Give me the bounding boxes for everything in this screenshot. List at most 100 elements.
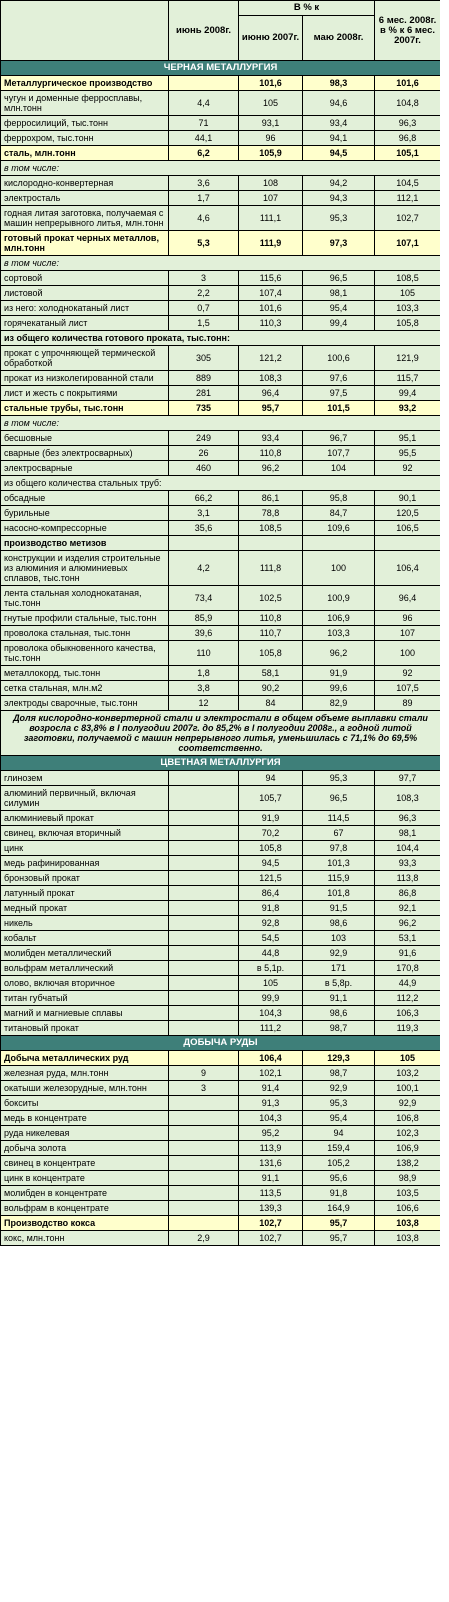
value-vs-may-2008: 91,5 (302, 900, 375, 916)
value-vs-june-2007: 99,9 (238, 990, 303, 1006)
value-6-months: 97,7 (374, 770, 440, 786)
row-label: титановый прокат (0, 1020, 169, 1036)
subheading-label: из общего количества готового проката, т… (0, 330, 440, 346)
header-may-2008: маю 2008г. (302, 15, 375, 61)
value-vs-may-2008: 171 (302, 960, 375, 976)
table-row: цинк в концентрате 91,1 95,6 98,9 (0, 1170, 440, 1186)
value-vs-june-2007: 93,4 (238, 430, 303, 446)
value-vs-may-2008: 82,9 (302, 695, 375, 711)
row-label: металлокорд, тыс.тонн (0, 665, 169, 681)
value-june-2008 (168, 1140, 239, 1156)
row-label: медный прокат (0, 900, 169, 916)
row-label: бесшовные (0, 430, 169, 446)
section-header: ЧЕРНАЯ МЕТАЛЛУРГИЯ (0, 60, 440, 76)
value-vs-may-2008: 98,6 (302, 1005, 375, 1021)
value-6-months: 86,8 (374, 885, 440, 901)
value-6-months: 108,3 (374, 785, 440, 811)
value-vs-june-2007: 95,7 (238, 400, 303, 416)
value-vs-june-2007: 91,1 (238, 1170, 303, 1186)
value-vs-june-2007: 91,9 (238, 810, 303, 826)
table-row: никель 92,8 98,6 96,2 (0, 915, 440, 931)
value-vs-june-2007: 115,6 (238, 270, 303, 286)
value-vs-june-2007: 90,2 (238, 680, 303, 696)
row-label: кобальт (0, 930, 169, 946)
table-row: феррохром, тыс.тонн 44,1 96 94,1 96,8 (0, 130, 440, 146)
value-june-2008 (168, 1110, 239, 1126)
value-6-months: 103,5 (374, 1185, 440, 1201)
value-vs-june-2007: 111,2 (238, 1020, 303, 1036)
value-vs-may-2008: 98,7 (302, 1020, 375, 1036)
row-label: стальные трубы, тыс.тонн (0, 400, 169, 416)
value-june-2008 (168, 915, 239, 931)
value-vs-june-2007: 108,3 (238, 370, 303, 386)
value-vs-may-2008: 94,2 (302, 175, 375, 191)
table-row: сетка стальная, млн.м2 3,8 90,2 99,6 107,5 (0, 680, 440, 696)
value-vs-june-2007 (238, 535, 303, 551)
row-label: сортовой (0, 270, 169, 286)
value-vs-june-2007: 111,8 (238, 550, 303, 586)
value-6-months: 105,1 (374, 145, 440, 161)
row-label: бокситы (0, 1095, 169, 1111)
value-vs-may-2008: 97,6 (302, 370, 375, 386)
value-vs-may-2008: 107,7 (302, 445, 375, 461)
table-row: Производство кокса 102,7 95,7 103,8 (0, 1215, 440, 1231)
value-vs-may-2008: 95,6 (302, 1170, 375, 1186)
row-label: латунный прокат (0, 885, 169, 901)
value-vs-may-2008: 98,1 (302, 285, 375, 301)
table-row: железная руда, млн.тонн 9 102,1 98,7 103,2 (0, 1065, 440, 1081)
subheading-label: из общего количества стальных труб: (0, 475, 440, 491)
value-6-months: 53,1 (374, 930, 440, 946)
row-label: вольфрам в концентрате (0, 1200, 169, 1216)
value-june-2008 (168, 870, 239, 886)
value-6-months: 106,5 (374, 520, 440, 536)
header-june-2007: июню 2007г. (238, 15, 303, 61)
value-vs-june-2007: 101,6 (238, 300, 303, 316)
table-row: электроды сварочные, тыс.тонн 12 84 82,9 89 (0, 695, 440, 711)
value-vs-june-2007: 110,3 (238, 315, 303, 331)
subheading-row: из общего количества готового проката, т… (0, 330, 440, 346)
value-vs-may-2008: 97,5 (302, 385, 375, 401)
value-june-2008 (168, 75, 239, 91)
value-vs-june-2007: 93,1 (238, 115, 303, 131)
value-june-2008: 1,7 (168, 190, 239, 206)
table-row: цинк 105,8 97,8 104,4 (0, 840, 440, 856)
value-june-2008: 281 (168, 385, 239, 401)
table-row: листовой 2,2 107,4 98,1 105 (0, 285, 440, 301)
table-row: сварные (без электросварных) 26 110,8 107,7… (0, 445, 440, 461)
value-vs-may-2008: 164,9 (302, 1200, 375, 1216)
value-vs-june-2007: 58,1 (238, 665, 303, 681)
row-label: алюминиевый прокат (0, 810, 169, 826)
value-vs-may-2008: 98,6 (302, 915, 375, 931)
value-june-2008 (168, 785, 239, 811)
table-row: ферросилиций, тыс.тонн 71 93,1 93,4 96,3 (0, 115, 440, 131)
table-row: чугун и доменные ферросплавы, млн.тонн 4,… (0, 90, 440, 116)
value-june-2008 (168, 945, 239, 961)
table-row: бронзовый прокат 121,5 115,9 113,8 (0, 870, 440, 886)
value-6-months: 89 (374, 695, 440, 711)
value-vs-june-2007: 101,6 (238, 75, 303, 91)
table-row: проволока стальная, тыс.тонн 39,6 110,7 103… (0, 625, 440, 641)
note-text: Доля кислородно-конвертерной стали и эле… (0, 710, 440, 756)
value-6-months: 99,4 (374, 385, 440, 401)
table-row: латунный прокат 86,4 101,8 86,8 (0, 885, 440, 901)
value-vs-june-2007: 107 (238, 190, 303, 206)
row-label: прокат с упрочняющей термической обработ… (0, 345, 169, 371)
including-label: в том числе: (0, 255, 440, 271)
value-june-2008: 3,6 (168, 175, 239, 191)
value-6-months: 106,9 (374, 1140, 440, 1156)
value-june-2008: 3,1 (168, 505, 239, 521)
value-vs-june-2007: в 5,1р. (238, 960, 303, 976)
table-row: обсадные 66,2 86,1 95,8 90,1 (0, 490, 440, 506)
note-row: Доля кислородно-конвертерной стали и эле… (0, 710, 440, 756)
value-6-months (374, 535, 440, 551)
value-6-months: 106,6 (374, 1200, 440, 1216)
value-vs-june-2007: 110,8 (238, 445, 303, 461)
value-6-months: 93,3 (374, 855, 440, 871)
row-label: гнутые профили стальные, тыс.тонн (0, 610, 169, 626)
value-vs-june-2007: 102,7 (238, 1230, 303, 1246)
value-6-months: 96,3 (374, 115, 440, 131)
section-title: ЧЕРНАЯ МЕТАЛЛУРГИЯ (0, 60, 440, 76)
value-june-2008: 4,6 (168, 205, 239, 231)
value-vs-may-2008: 95,4 (302, 300, 375, 316)
value-june-2008: 889 (168, 370, 239, 386)
